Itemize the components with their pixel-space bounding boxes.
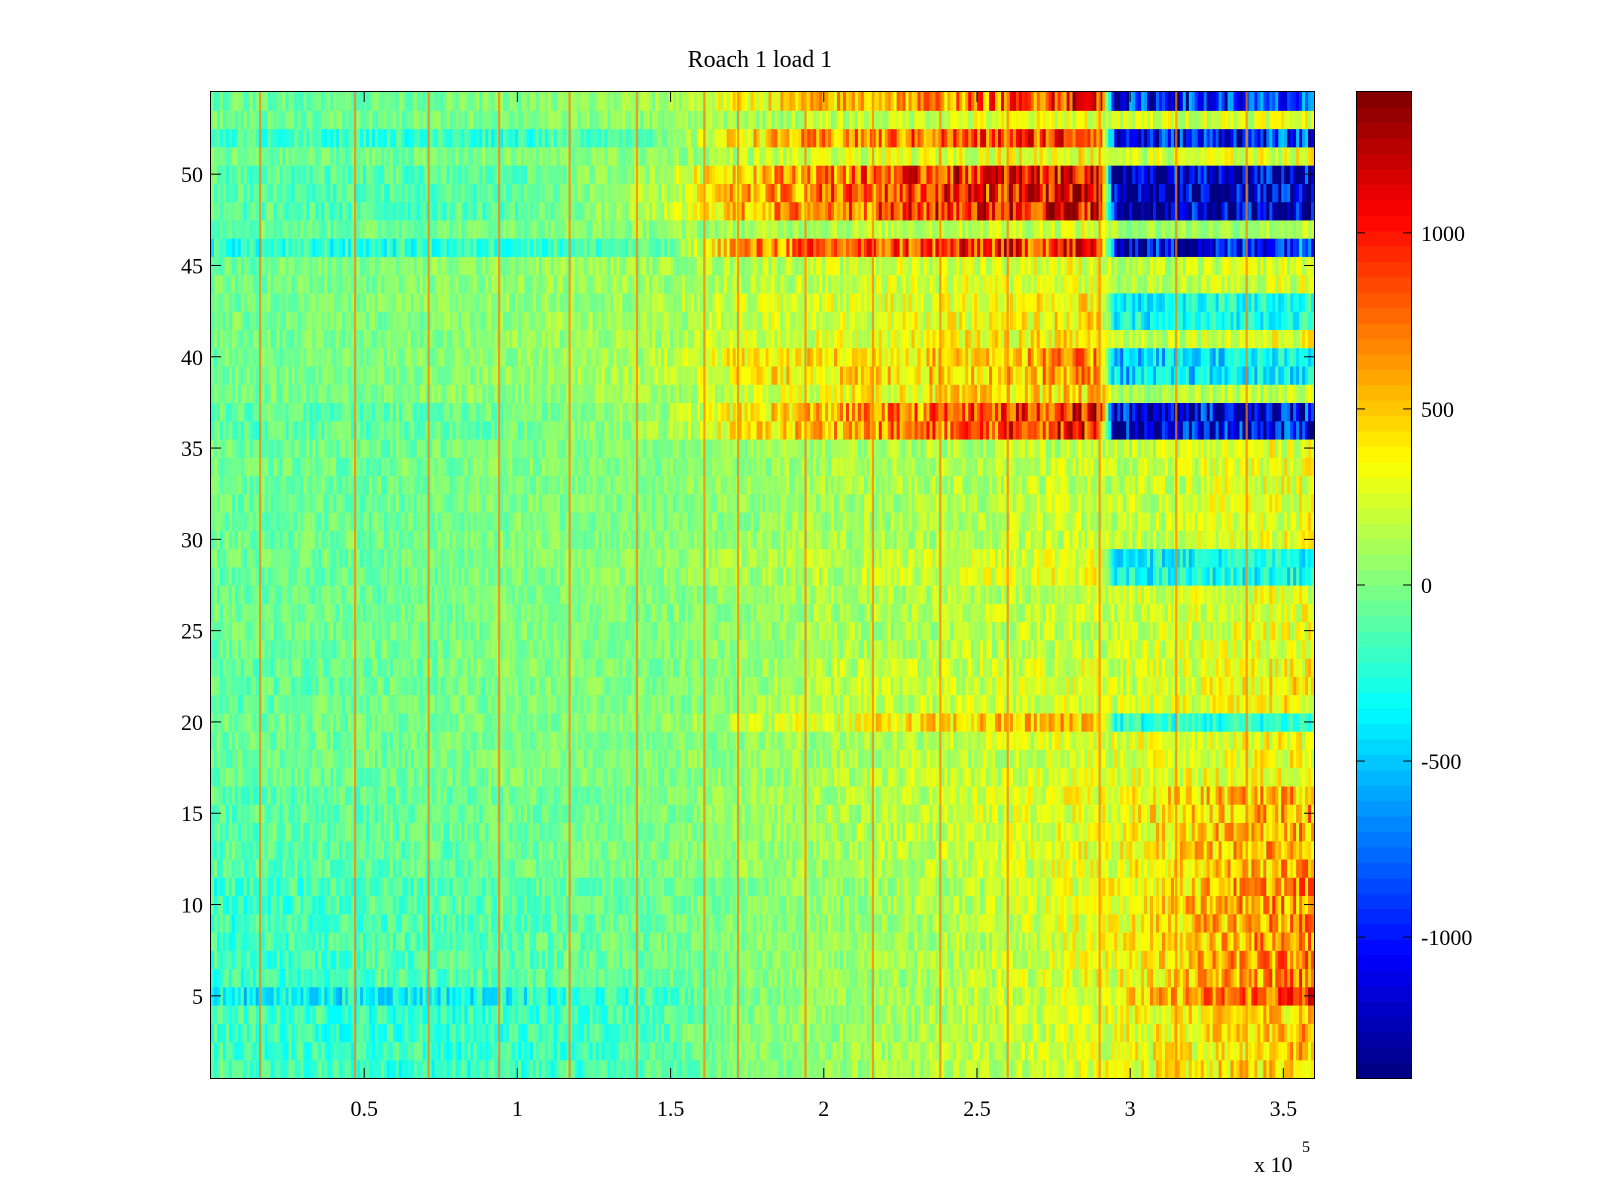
heatmap-row: [211, 932, 1315, 951]
heatmap-row: [211, 841, 1315, 860]
chart-title: Roach 1 load 1: [688, 47, 833, 73]
heatmap-row: [211, 895, 1315, 914]
heatmap-plot: [211, 92, 1315, 1079]
heatmap-row: [211, 1005, 1315, 1024]
heatmap-row: [211, 877, 1315, 896]
heatmap-row: [211, 822, 1315, 841]
heatmap-row: [211, 1041, 1315, 1060]
heatmap-row: [211, 968, 1315, 987]
heatmap-row: [211, 987, 1315, 1006]
heatmap-row: [211, 859, 1315, 878]
heatmap-row: [211, 950, 1315, 969]
heatmap-row: [211, 1060, 1315, 1079]
heatmap-row: [211, 1023, 1315, 1042]
heatmap-row: [211, 914, 1315, 933]
